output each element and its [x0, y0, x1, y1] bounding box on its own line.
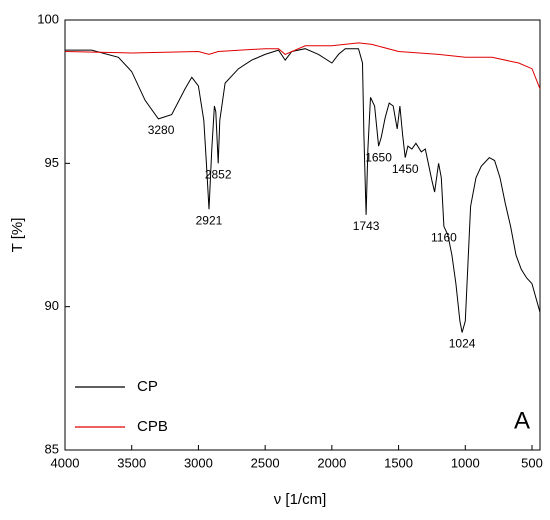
x-tick-label: 2500 [251, 455, 280, 470]
x-tick-label: 4000 [51, 455, 80, 470]
peak-label: 2852 [205, 168, 232, 182]
peak-label: 3280 [148, 123, 175, 137]
plot-frame [64, 19, 541, 451]
x-axis-label: ν [1/cm] [274, 491, 327, 508]
y-tick-label: 85 [45, 441, 59, 456]
panel-label: A [514, 407, 530, 434]
x-tick-label: 500 [521, 455, 543, 470]
peak-label: 1024 [449, 337, 476, 351]
x-tick-label: 3000 [184, 455, 213, 470]
x-tick-label: 1500 [384, 455, 413, 470]
series-line [65, 48, 541, 333]
peak-label: 1160 [431, 231, 457, 245]
x-tick-label: 1000 [451, 455, 480, 470]
x-tick-label: 2000 [317, 455, 346, 470]
peak-label: 1650 [365, 150, 392, 164]
legend-label: CPB [137, 418, 168, 435]
peak-label: 2921 [196, 213, 223, 227]
y-tick-label: 90 [45, 298, 59, 313]
peak-label: 1743 [353, 219, 380, 233]
y-tick-label: 95 [45, 155, 59, 170]
legend-label: CP [137, 378, 158, 395]
y-tick-label: 100 [37, 11, 59, 26]
peak-label: 1450 [392, 162, 419, 176]
x-tick-label: 3500 [117, 455, 146, 470]
y-axis-label: T [%] [9, 218, 26, 253]
series-line [64, 42, 541, 89]
